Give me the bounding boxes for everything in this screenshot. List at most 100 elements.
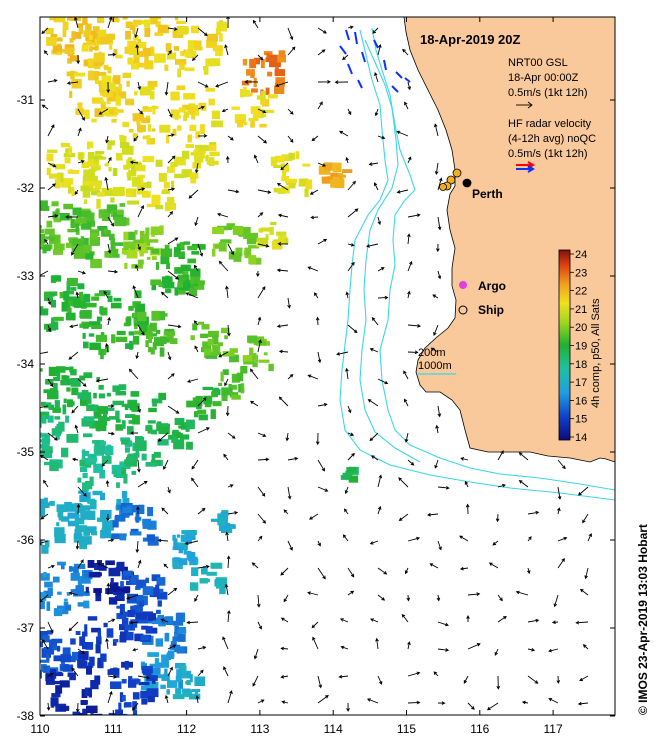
sst-pixel (89, 46, 93, 52)
sst-pixel (146, 626, 153, 632)
sst-pixel (115, 390, 127, 396)
sst-pixel (81, 575, 91, 584)
sst-pixel (192, 323, 198, 331)
sst-pixel (55, 164, 66, 170)
sst-pixel (60, 178, 71, 188)
current-arrow (340, 645, 349, 650)
sst-pixel (81, 303, 87, 309)
sst-pixel (298, 178, 309, 187)
current-arrow (377, 675, 383, 685)
current-arrow (47, 672, 55, 677)
current-arrow (407, 459, 415, 466)
sst-pixel (146, 534, 155, 542)
sst-pixel (160, 255, 170, 265)
sst-pixel (90, 713, 94, 715)
sst-pixel (126, 593, 138, 604)
current-arrow (377, 295, 389, 300)
sst-pixel (121, 145, 134, 155)
sst-pixel (189, 172, 199, 179)
current-arrow (77, 108, 85, 121)
sst-pixel (211, 391, 219, 398)
sst-pixel (142, 106, 152, 112)
sst-pixel (148, 613, 157, 621)
current-arrow (197, 105, 205, 110)
sst-pixel (135, 679, 141, 683)
sst-pixel (340, 475, 350, 480)
sst-pixel (56, 522, 60, 527)
current-arrow (194, 162, 199, 174)
current-arrow (137, 675, 151, 680)
sst-pixel (87, 157, 100, 167)
sst-pixel (62, 27, 67, 37)
sst-pixel (149, 86, 155, 91)
sst-pixel (188, 552, 196, 562)
sst-pixel (273, 164, 282, 168)
sst-pixel (82, 631, 88, 637)
sst-pixel (40, 200, 48, 210)
sst-pixel (114, 216, 127, 227)
sst-pixel (182, 274, 189, 279)
sst-pixel (119, 533, 127, 541)
sst-pixel (64, 47, 75, 54)
sst-pixel (202, 341, 212, 350)
sst-pixel (124, 660, 129, 670)
sst-pixel (137, 124, 146, 132)
sst-pixel (113, 639, 119, 643)
sst-pixel (254, 57, 260, 65)
sst-pixel (117, 594, 125, 599)
sst-pixel (176, 20, 187, 24)
current-arrow (345, 291, 350, 299)
sst-pixel (45, 678, 55, 685)
sst-pixel (62, 21, 69, 30)
sst-pixel (156, 422, 162, 432)
current-arrow (367, 399, 379, 407)
current-arrow (137, 81, 142, 91)
sst-pixel (64, 501, 72, 506)
sst-pixel (188, 103, 196, 108)
sst-pixel (277, 187, 286, 194)
sst-pixel (240, 89, 251, 97)
sst-pixel (130, 60, 139, 70)
sst-pixel (40, 641, 43, 648)
sst-pixel (108, 167, 112, 172)
sst-pixel (133, 325, 138, 329)
sst-pixel (187, 245, 197, 251)
sst-pixel (80, 510, 89, 520)
sst-pixel (86, 404, 95, 411)
sst-pixel (50, 237, 55, 241)
sst-pixel (171, 180, 175, 190)
sst-pixel (44, 581, 53, 588)
sst-pixel (54, 400, 60, 409)
current-arrow (347, 452, 355, 461)
current-arrow (167, 27, 178, 31)
current-arrow (74, 424, 79, 434)
sst-pixel (56, 51, 61, 55)
sst-pixel (335, 178, 345, 189)
sst-pixel (275, 67, 279, 71)
sst-pixel (176, 534, 181, 538)
sst-pixel (167, 680, 178, 688)
sst-pixel (149, 322, 157, 332)
sst-pixel (40, 418, 42, 428)
sst-pixel (194, 40, 202, 51)
current-arrow (407, 81, 412, 91)
current-arrow (587, 532, 592, 542)
current-arrow (135, 540, 140, 554)
sst-pixel (137, 259, 144, 265)
sst-pixel (111, 242, 124, 246)
sst-pixel (140, 690, 152, 699)
sst-pixel (132, 701, 137, 710)
sst-pixel (82, 333, 86, 339)
sst-pixel (71, 238, 83, 246)
sst-pixel (163, 673, 170, 681)
sst-pixel (145, 577, 149, 584)
current-arrow (105, 479, 110, 488)
sst-pixel (288, 152, 295, 160)
sst-pixel (81, 164, 90, 169)
current-arrow (311, 135, 319, 142)
current-arrow (527, 536, 532, 542)
sst-pixel (135, 447, 139, 456)
sst-pixel (135, 612, 147, 620)
sst-pixel (154, 32, 164, 36)
sst-pixel (159, 124, 171, 133)
